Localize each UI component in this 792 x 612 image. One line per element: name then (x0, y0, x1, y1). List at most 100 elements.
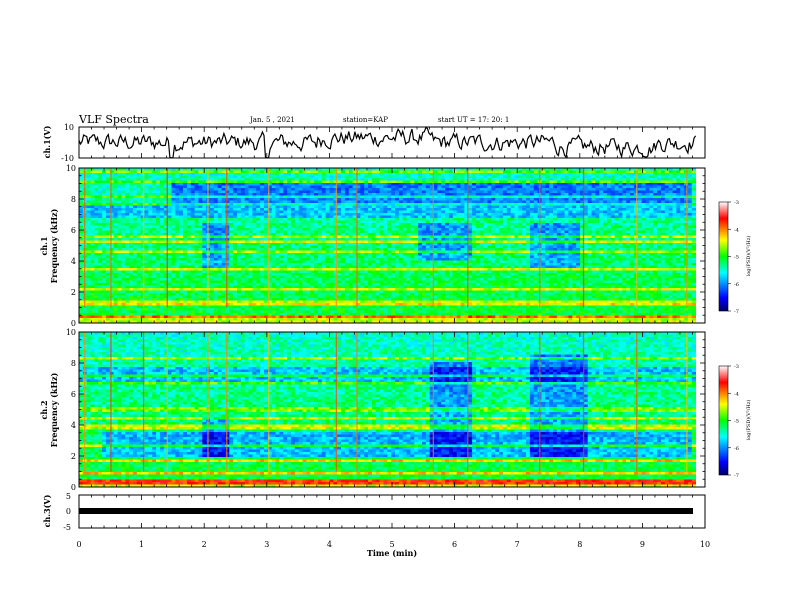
spectrogram-cell (499, 218, 504, 221)
spectrogram-cell (441, 233, 446, 236)
spectrogram-cell (198, 223, 203, 226)
spectrogram-cell (344, 205, 350, 209)
spectrogram-cell (333, 225, 338, 229)
spectrogram-cell (190, 223, 196, 226)
spectrogram-cell (456, 218, 461, 221)
spectrogram-cell (156, 215, 161, 219)
spectrogram-cell (468, 183, 473, 186)
spectrogram-cell (583, 200, 589, 204)
spectrogram-cell (364, 183, 369, 186)
spectrogram-cell (325, 183, 330, 186)
spectrogram-cell (610, 195, 616, 199)
spectrogram-cell (499, 200, 504, 204)
spectrogram-cell (564, 188, 569, 191)
spectrogram-cell (348, 200, 354, 204)
spectrogram-cell (360, 218, 365, 221)
spectrogram-cell (576, 168, 581, 171)
spectrogram-cell (129, 198, 134, 201)
spectrogram-cell (633, 193, 639, 196)
spectrogram-cell (314, 190, 319, 194)
spectrogram-cell (580, 203, 585, 206)
spectrogram-cell (591, 170, 596, 174)
spectrogram-cell (464, 230, 469, 234)
spectrogram-cell (406, 225, 411, 229)
spectrogram-cell (117, 230, 122, 234)
spectrogram-cell (194, 230, 199, 234)
spectrogram-cell (460, 223, 465, 226)
spectrogram-cell (387, 198, 392, 201)
spectrogram-cell (564, 203, 569, 206)
spectrogram-cell (425, 223, 431, 226)
spectrogram-cell (680, 180, 685, 184)
spectrogram-cell (583, 218, 589, 221)
spectrogram-cell (491, 203, 496, 206)
spectrogram-cell (433, 205, 438, 209)
spectrogram-cell (129, 213, 134, 216)
spectrogram-cell (129, 233, 134, 236)
spectrogram-cell (614, 183, 619, 186)
spectrogram-cell (441, 173, 446, 176)
spectrogram-cell (672, 218, 677, 221)
spectrogram-cell (545, 225, 550, 229)
spectrogram-cell (483, 228, 488, 231)
spectrogram-cell (564, 195, 569, 199)
spectrogram-cell (580, 215, 585, 219)
spectrogram-cell (491, 215, 496, 219)
spectrogram-cell (294, 173, 300, 176)
spectrogram-cell (225, 198, 230, 201)
spectrogram-cell (406, 240, 411, 244)
spectrogram-cell (460, 195, 465, 199)
spectrogram-cell (79, 215, 84, 219)
spectrogram-cell (310, 195, 315, 199)
spectrogram-cell (630, 203, 635, 206)
spectrogram-cell (136, 188, 142, 191)
spectrogram-cell (213, 230, 219, 234)
spectrogram-cell (483, 195, 488, 199)
spectrogram-cell (691, 238, 697, 241)
spectrogram-cell (387, 183, 392, 186)
spectrogram-cell (98, 240, 103, 244)
spectrogram-cell (240, 188, 246, 191)
spectrogram-cell (360, 228, 365, 231)
spectrogram-cell (148, 173, 153, 176)
spectrogram-cell (664, 183, 670, 186)
spectrogram-cell (556, 223, 562, 226)
spectrogram-cell (132, 170, 138, 174)
spectrogram-cell (645, 240, 650, 244)
spectrogram-cell (580, 168, 585, 171)
spectrogram-cell (337, 233, 342, 236)
spectrogram-cell (564, 210, 569, 214)
spectrogram-cell (622, 193, 627, 196)
spectrogram-cell (279, 243, 284, 246)
spectrogram-cell (109, 170, 115, 174)
spectrogram-cell (641, 200, 646, 204)
spectrogram-cell (445, 220, 450, 224)
spectrogram-cell (198, 243, 203, 246)
spectrogram-cell (691, 233, 697, 236)
spectrogram-cell (676, 225, 681, 229)
spectrogram-cell (580, 185, 585, 189)
spectrogram-cell (614, 218, 619, 221)
spectrogram-cell (210, 200, 215, 204)
spectrogram-cell (202, 198, 207, 201)
spectrogram-cell (287, 200, 292, 204)
spectrogram-cell (341, 188, 346, 191)
spectrogram-cell (668, 173, 673, 176)
spectrogram-cell (379, 235, 384, 239)
spectrogram-cell (302, 178, 307, 181)
spectrogram-cell (260, 180, 265, 184)
spectrogram-cell (437, 185, 442, 189)
spectrogram-cell (425, 218, 431, 221)
spectrogram-cell (263, 238, 269, 241)
spectrogram-cell (233, 185, 238, 189)
spectrogram-cell (105, 175, 111, 179)
spectrogram-cell (391, 228, 396, 231)
spectrogram-cell (121, 223, 126, 226)
spectrogram-cell (518, 168, 523, 171)
spectrogram-cell (418, 233, 423, 236)
spectrogram-cell (240, 235, 246, 239)
spectrogram-cell (167, 170, 172, 174)
spectrogram-cell (132, 173, 138, 176)
spectrogram-cell (495, 170, 500, 174)
spectrogram-cell (229, 230, 234, 234)
